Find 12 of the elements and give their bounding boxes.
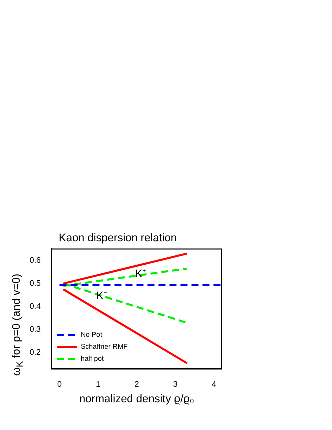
x-tick-label: 0 bbox=[58, 380, 62, 390]
x-tick-label: 1 bbox=[96, 380, 102, 390]
x-tick-label: 3 bbox=[173, 380, 178, 390]
y-tick-label: 0.6 bbox=[30, 256, 42, 265]
x-tick-label: 2 bbox=[134, 380, 140, 390]
x-axis-title: normalized density ϱ/ϱ₀ bbox=[80, 393, 194, 406]
y-tick-label: 0.3 bbox=[30, 325, 42, 334]
y-tick-label: 0.5 bbox=[30, 279, 42, 288]
x-tick-label: 4 bbox=[212, 380, 218, 390]
chart-title: Kaon dispersion relation bbox=[58, 232, 178, 245]
y-tick-label: 0.2 bbox=[30, 348, 42, 358]
y-tick-label: 0.4 bbox=[30, 302, 42, 312]
